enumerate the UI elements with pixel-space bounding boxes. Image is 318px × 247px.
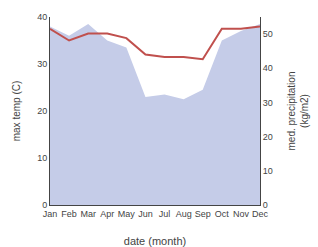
svg-text:max temp (C): max temp (C) bbox=[11, 81, 22, 142]
svg-text:40: 40 bbox=[263, 63, 273, 73]
svg-text:Jul: Jul bbox=[159, 209, 171, 219]
svg-text:10: 10 bbox=[37, 153, 47, 163]
svg-text:May: May bbox=[118, 209, 136, 219]
svg-text:Aug: Aug bbox=[176, 209, 192, 219]
svg-text:0: 0 bbox=[42, 200, 47, 210]
svg-text:Apr: Apr bbox=[100, 209, 114, 219]
svg-text:30: 30 bbox=[263, 98, 273, 108]
svg-text:Mar: Mar bbox=[80, 209, 96, 219]
svg-text:20: 20 bbox=[263, 132, 273, 142]
svg-text:50: 50 bbox=[263, 29, 273, 39]
svg-text:Dec: Dec bbox=[252, 209, 269, 219]
svg-text:med. precipitation(kg/m2): med. precipitation(kg/m2) bbox=[286, 72, 310, 151]
svg-text:date (month): date (month) bbox=[124, 235, 186, 247]
svg-text:Nov: Nov bbox=[233, 209, 250, 219]
svg-text:Sep: Sep bbox=[195, 209, 211, 219]
svg-text:Jun: Jun bbox=[138, 209, 153, 219]
svg-text:0: 0 bbox=[263, 200, 268, 210]
svg-text:Feb: Feb bbox=[61, 209, 77, 219]
svg-text:Oct: Oct bbox=[215, 209, 230, 219]
svg-text:30: 30 bbox=[37, 59, 47, 69]
svg-text:20: 20 bbox=[37, 106, 47, 116]
svg-text:10: 10 bbox=[263, 166, 273, 176]
svg-text:40: 40 bbox=[37, 12, 47, 22]
svg-text:Jan: Jan bbox=[43, 209, 58, 219]
